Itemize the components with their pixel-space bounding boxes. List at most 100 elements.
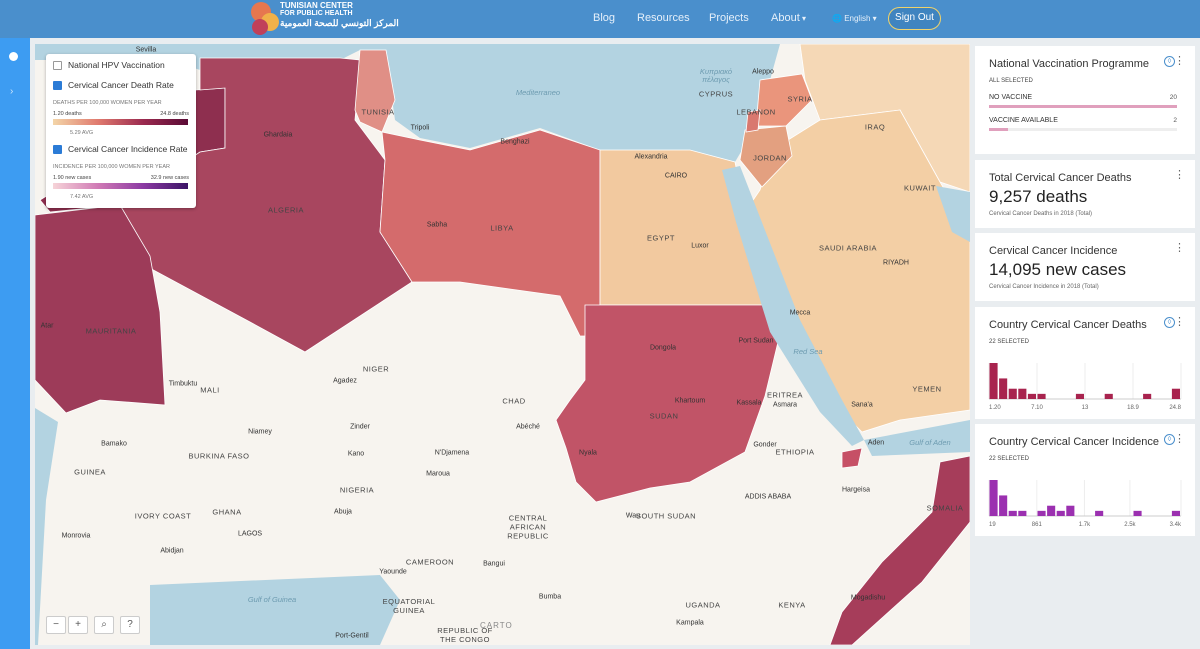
histogram-bar[interactable] bbox=[1047, 505, 1056, 516]
histogram-bar[interactable] bbox=[1018, 388, 1027, 399]
histogram-bar[interactable] bbox=[989, 363, 998, 399]
x-tick-label: 1.7k bbox=[1079, 522, 1091, 528]
city-label: Aleppo bbox=[752, 68, 774, 76]
layer-toggle[interactable]: National HPV Vaccination bbox=[53, 60, 165, 71]
top-nav: TUNISIAN CENTER FOR PUBLIC HEALTH المركز… bbox=[0, 0, 1200, 38]
layer-label: Cervical Cancer Death Rate bbox=[68, 80, 174, 90]
histogram-bar[interactable] bbox=[1018, 510, 1027, 516]
histogram-bar[interactable] bbox=[1008, 510, 1017, 516]
histogram-bar[interactable] bbox=[999, 378, 1008, 399]
city-label: Sabha bbox=[426, 221, 448, 229]
sidebar-dot[interactable] bbox=[9, 52, 18, 61]
city-label: Bangui bbox=[483, 560, 505, 568]
checkbox[interactable] bbox=[53, 145, 62, 155]
city-label: Timbuktu bbox=[168, 380, 198, 388]
search[interactable]: ⌕ bbox=[94, 616, 114, 634]
total-value: 9,257 deaths bbox=[989, 187, 1088, 206]
card: Country Cervical Cancer Deaths ◊ ⋮ 22 SELEC… bbox=[975, 307, 1195, 419]
category-bar[interactable] bbox=[989, 105, 1177, 108]
histogram-bar[interactable] bbox=[1056, 510, 1065, 516]
category-name[interactable]: NO VACCINE bbox=[989, 94, 1033, 101]
sea-label: Gulf of Guinea bbox=[247, 595, 297, 604]
logo-text[interactable]: TUNISIAN CENTER FOR PUBLIC HEALTH المركز… bbox=[280, 2, 399, 29]
info-icon[interactable]: ◊ bbox=[1164, 317, 1175, 328]
layer-label: National HPV Vaccination bbox=[68, 60, 165, 70]
country-label: SOUTH SUDAN bbox=[635, 511, 697, 521]
city-label: Wau bbox=[625, 512, 641, 520]
nav-link[interactable]: Projects bbox=[709, 12, 749, 24]
category-name[interactable]: VACCINE AVAILABLE bbox=[989, 117, 1058, 124]
layer-label: Cervical Cancer Incidence Rate bbox=[68, 144, 188, 154]
nav-link[interactable]: Blog bbox=[593, 12, 616, 24]
city-label: Port Sudan bbox=[738, 337, 774, 345]
country-label: MALI bbox=[200, 385, 220, 395]
total-value: 14,095 new cases bbox=[989, 260, 1127, 279]
country-label: LIBYA bbox=[490, 223, 514, 233]
expand-arrow[interactable]: › bbox=[10, 86, 14, 97]
histogram-bar[interactable] bbox=[1075, 393, 1084, 399]
country-label: TUNISIA bbox=[361, 107, 395, 117]
sea-label: Red Sea bbox=[793, 347, 823, 356]
city-label: Kassala bbox=[736, 399, 762, 407]
city-label: Khartoum bbox=[674, 397, 706, 405]
zoom-in[interactable]: + bbox=[68, 616, 88, 634]
histogram-bar[interactable] bbox=[1143, 393, 1152, 399]
histogram-bar[interactable] bbox=[999, 495, 1008, 516]
card-menu[interactable]: ⋮ bbox=[1174, 169, 1185, 181]
city-label: N'Djamena bbox=[434, 449, 470, 457]
layer-toggle[interactable]: Cervical Cancer Incidence Rate bbox=[53, 144, 188, 155]
sign-out-button[interactable]: Sign Out bbox=[888, 7, 941, 30]
country-label: GUINEA bbox=[74, 467, 106, 477]
legend-min: 1.20 deaths bbox=[53, 111, 82, 117]
card-menu[interactable]: ⋮ bbox=[1174, 55, 1185, 67]
checkbox[interactable] bbox=[53, 61, 62, 71]
histogram-bar[interactable] bbox=[1027, 393, 1036, 399]
city-label: Bamako bbox=[101, 440, 127, 448]
legend-max: 32.9 new cases bbox=[150, 175, 189, 181]
left-sidebar: › bbox=[0, 38, 30, 649]
language-select[interactable]: 🌐 English ▾ bbox=[832, 14, 877, 23]
card-title: Country Cervical Cancer Deaths bbox=[989, 319, 1147, 331]
map[interactable]: Mediterraneo Red Sea Gulf of Aden Gulf of G… bbox=[35, 44, 970, 645]
histogram-bar[interactable] bbox=[1095, 510, 1104, 516]
histogram-bar[interactable] bbox=[1104, 393, 1113, 399]
info-icon[interactable]: ◊ bbox=[1164, 56, 1175, 67]
logo-mark bbox=[251, 2, 279, 35]
sea-label: Gulf of Aden bbox=[909, 438, 951, 447]
histogram-bar[interactable] bbox=[1133, 510, 1142, 516]
city-label: Abéché bbox=[516, 423, 540, 431]
city-label: CAIRO bbox=[664, 172, 688, 180]
country-label: ERITREA bbox=[766, 390, 803, 400]
histogram-bar[interactable] bbox=[1171, 388, 1180, 399]
checkbox[interactable] bbox=[53, 81, 62, 91]
layer-toggle[interactable]: Cervical Cancer Death Rate bbox=[53, 80, 174, 91]
nav-link[interactable]: About bbox=[771, 12, 800, 24]
card-title: National Vaccination Programme bbox=[989, 58, 1149, 70]
city-label: Sevilla bbox=[135, 46, 157, 54]
country-label: CYPRUS bbox=[698, 89, 734, 99]
card-menu[interactable]: ⋮ bbox=[1174, 316, 1185, 328]
help[interactable]: ? bbox=[120, 616, 140, 634]
city-label: Agadez bbox=[333, 377, 357, 385]
histogram-bar[interactable] bbox=[1171, 510, 1180, 516]
card-title: Country Cervical Cancer Incidence bbox=[989, 436, 1159, 448]
histogram-bar[interactable] bbox=[1008, 388, 1017, 399]
nav-link[interactable]: Resources bbox=[637, 12, 690, 24]
country-label: SOMALIA bbox=[926, 503, 964, 513]
city-label: Gonder bbox=[753, 441, 777, 449]
category-count: 2 bbox=[1173, 117, 1177, 124]
country-label: YEMEN bbox=[912, 384, 942, 394]
category-bar[interactable] bbox=[989, 128, 1008, 131]
histogram-bar[interactable] bbox=[1037, 510, 1046, 516]
histogram-bar[interactable] bbox=[1037, 393, 1046, 399]
card-menu[interactable]: ⋮ bbox=[1174, 242, 1185, 254]
zoom-out[interactable]: − bbox=[46, 616, 66, 634]
city-label: Abuja bbox=[334, 508, 352, 516]
histogram-bar[interactable] bbox=[989, 480, 998, 516]
histogram-bar[interactable] bbox=[1066, 505, 1075, 516]
info-icon[interactable]: ◊ bbox=[1164, 434, 1175, 445]
card-menu[interactable]: ⋮ bbox=[1174, 433, 1185, 445]
zoom-controls: − + ⌕ ? bbox=[46, 616, 140, 634]
country-label: SUDAN bbox=[649, 411, 679, 421]
